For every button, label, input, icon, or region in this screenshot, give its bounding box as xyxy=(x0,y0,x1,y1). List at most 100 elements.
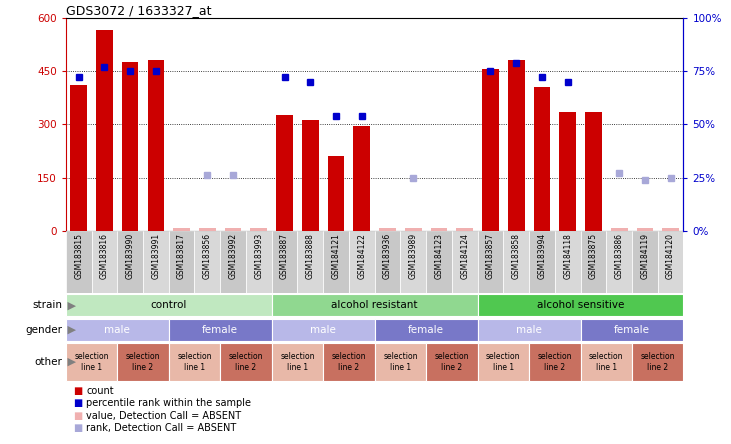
Bar xyxy=(637,228,654,231)
Bar xyxy=(580,231,606,293)
Text: GSM184124: GSM184124 xyxy=(461,233,469,279)
Bar xyxy=(658,231,683,293)
Bar xyxy=(482,69,499,231)
Bar xyxy=(431,228,447,231)
Bar xyxy=(169,231,194,293)
Bar xyxy=(580,319,683,341)
Bar xyxy=(276,115,293,231)
Bar xyxy=(534,87,550,231)
Bar xyxy=(353,126,370,231)
Text: female: female xyxy=(408,325,444,335)
Text: ■: ■ xyxy=(73,398,83,408)
Text: GSM183857: GSM183857 xyxy=(486,233,495,279)
Bar xyxy=(272,343,323,381)
Text: gender: gender xyxy=(25,325,62,335)
Text: ▶: ▶ xyxy=(64,300,75,310)
Text: GSM184123: GSM184123 xyxy=(434,233,444,279)
Text: GSM183993: GSM183993 xyxy=(254,233,263,279)
Text: GSM183816: GSM183816 xyxy=(100,233,109,279)
Text: selection
line 1: selection line 1 xyxy=(280,352,314,372)
Text: GSM183994: GSM183994 xyxy=(537,233,547,279)
Text: selection
line 1: selection line 1 xyxy=(486,352,520,372)
Bar xyxy=(246,231,272,293)
Bar xyxy=(302,120,319,231)
Text: selection
line 1: selection line 1 xyxy=(75,352,109,372)
Bar xyxy=(91,231,117,293)
Bar xyxy=(477,231,504,293)
Bar xyxy=(529,231,555,293)
Text: GSM183856: GSM183856 xyxy=(202,233,212,279)
Bar xyxy=(251,228,268,231)
Bar xyxy=(632,231,658,293)
Text: GSM184122: GSM184122 xyxy=(357,233,366,279)
Text: selection
line 2: selection line 2 xyxy=(332,352,366,372)
Bar xyxy=(426,231,452,293)
Text: control: control xyxy=(151,300,187,310)
Bar xyxy=(580,343,632,381)
Bar xyxy=(559,112,576,231)
Bar xyxy=(66,319,169,341)
Bar xyxy=(224,228,241,231)
Bar xyxy=(272,319,374,341)
Text: strain: strain xyxy=(32,300,62,310)
Text: GSM183992: GSM183992 xyxy=(229,233,238,279)
Bar xyxy=(529,343,580,381)
Text: GSM183815: GSM183815 xyxy=(74,233,83,279)
Bar xyxy=(143,231,169,293)
Bar xyxy=(611,228,627,231)
Bar xyxy=(169,343,220,381)
Bar xyxy=(401,231,426,293)
Text: selection
line 2: selection line 2 xyxy=(435,352,469,372)
Bar xyxy=(379,228,396,231)
Text: male: male xyxy=(105,325,130,335)
Bar xyxy=(477,294,683,316)
Text: alcohol sensitive: alcohol sensitive xyxy=(537,300,624,310)
Text: GSM183888: GSM183888 xyxy=(306,233,315,279)
Text: GSM184121: GSM184121 xyxy=(332,233,341,279)
Bar xyxy=(117,231,143,293)
Text: female: female xyxy=(614,325,650,335)
Bar xyxy=(173,228,190,231)
Text: alcohol resistant: alcohol resistant xyxy=(331,300,418,310)
Text: value, Detection Call = ABSENT: value, Detection Call = ABSENT xyxy=(86,411,241,420)
Text: GSM184119: GSM184119 xyxy=(640,233,649,279)
Bar xyxy=(169,319,272,341)
Bar xyxy=(220,231,246,293)
Bar xyxy=(96,30,113,231)
Bar xyxy=(662,228,679,231)
Text: female: female xyxy=(202,325,238,335)
Text: selection
line 1: selection line 1 xyxy=(589,352,624,372)
Bar xyxy=(606,231,632,293)
Bar xyxy=(555,231,580,293)
Bar xyxy=(405,228,422,231)
Bar xyxy=(272,294,477,316)
Text: GSM183990: GSM183990 xyxy=(126,233,135,279)
Text: selection
line 1: selection line 1 xyxy=(383,352,417,372)
Text: ▶: ▶ xyxy=(64,325,75,335)
Bar xyxy=(148,60,164,231)
Bar xyxy=(323,231,349,293)
Bar xyxy=(323,343,374,381)
Bar xyxy=(298,231,323,293)
Bar xyxy=(349,231,374,293)
Bar xyxy=(194,231,220,293)
Text: GSM183887: GSM183887 xyxy=(280,233,289,279)
Text: GSM183989: GSM183989 xyxy=(409,233,417,279)
Text: ■: ■ xyxy=(73,386,83,396)
Text: GSM183875: GSM183875 xyxy=(589,233,598,279)
Bar xyxy=(374,231,401,293)
Bar xyxy=(374,319,477,341)
Bar xyxy=(327,156,344,231)
Bar xyxy=(220,343,272,381)
Text: ■: ■ xyxy=(73,423,83,433)
Text: male: male xyxy=(516,325,542,335)
Text: percentile rank within the sample: percentile rank within the sample xyxy=(86,398,251,408)
Bar xyxy=(66,343,117,381)
Text: GSM183936: GSM183936 xyxy=(383,233,392,279)
Text: GSM184118: GSM184118 xyxy=(563,233,572,279)
Text: rank, Detection Call = ABSENT: rank, Detection Call = ABSENT xyxy=(86,423,237,433)
Text: GSM183991: GSM183991 xyxy=(151,233,160,279)
Bar xyxy=(456,228,473,231)
Bar xyxy=(70,85,87,231)
Text: selection
line 2: selection line 2 xyxy=(126,352,160,372)
